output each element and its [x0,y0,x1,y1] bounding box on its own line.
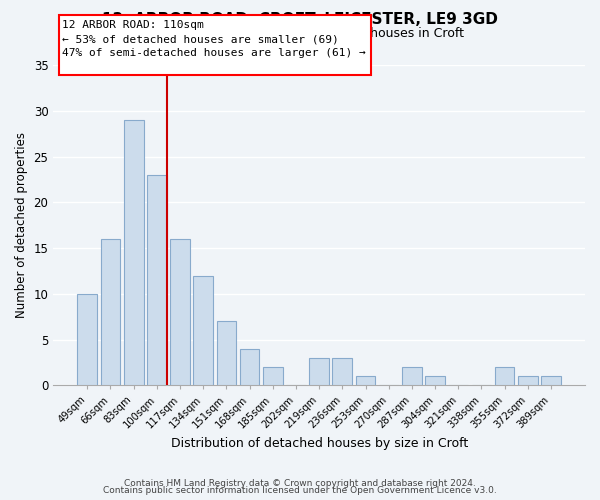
Bar [147,175,167,386]
Bar [240,349,259,386]
Bar [77,294,97,386]
Bar [332,358,352,386]
Bar [309,358,329,386]
Bar [124,120,143,386]
Text: Contains public sector information licensed under the Open Government Licence v3: Contains public sector information licen… [103,486,497,495]
Bar [402,367,422,386]
Bar [425,376,445,386]
Bar [263,367,283,386]
Bar [170,239,190,386]
Text: Size of property relative to detached houses in Croft: Size of property relative to detached ho… [136,28,464,40]
Bar [356,376,376,386]
Bar [518,376,538,386]
Text: 12 ARBOR ROAD: 110sqm
← 53% of detached houses are smaller (69)
47% of semi-deta: 12 ARBOR ROAD: 110sqm ← 53% of detached … [62,20,366,58]
Bar [193,276,213,386]
Bar [101,239,121,386]
X-axis label: Distribution of detached houses by size in Croft: Distribution of detached houses by size … [170,437,468,450]
Y-axis label: Number of detached properties: Number of detached properties [15,132,28,318]
Text: Contains HM Land Registry data © Crown copyright and database right 2024.: Contains HM Land Registry data © Crown c… [124,478,476,488]
Bar [541,376,561,386]
Text: 12, ARBOR ROAD, CROFT, LEICESTER, LE9 3GD: 12, ARBOR ROAD, CROFT, LEICESTER, LE9 3G… [102,12,498,28]
Bar [495,367,514,386]
Bar [217,322,236,386]
